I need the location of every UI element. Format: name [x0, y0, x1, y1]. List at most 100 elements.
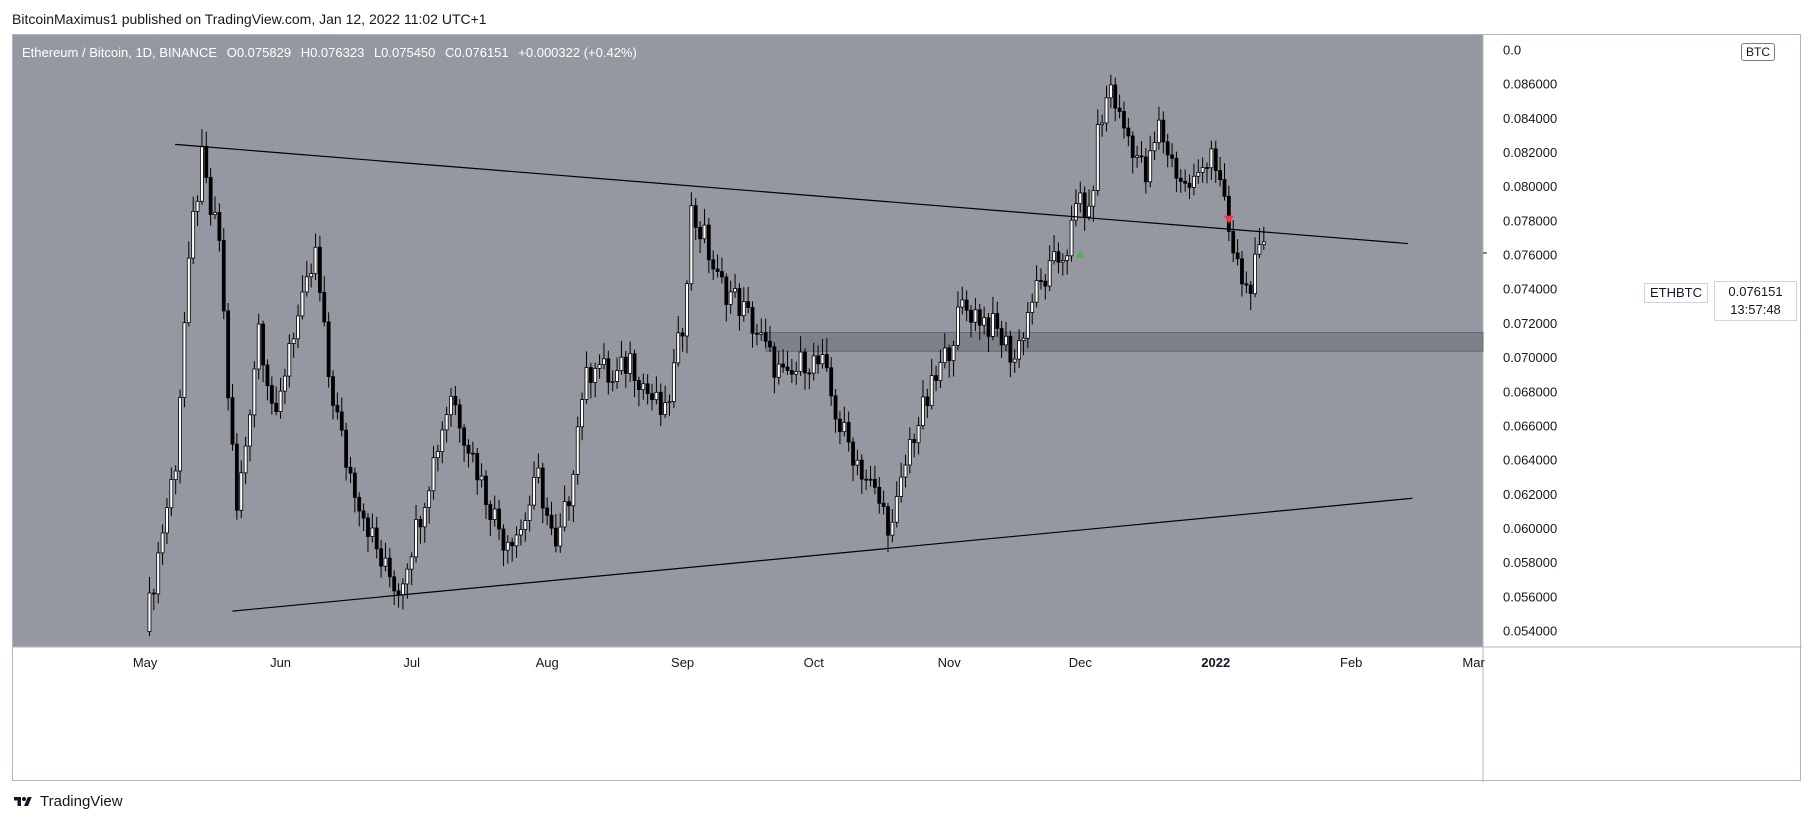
candle	[357, 492, 362, 527]
candle-body	[833, 395, 838, 420]
candle	[706, 217, 711, 274]
candle-body	[1235, 252, 1240, 260]
candle-body	[588, 367, 593, 383]
candle-body	[755, 332, 759, 335]
candle	[942, 333, 947, 369]
price-chart[interactable]: 0.054000 0.056000 0.058000 0.060000 0.062000…	[13, 35, 1802, 782]
candle-body	[1082, 192, 1087, 218]
candle	[693, 198, 698, 241]
candle-body	[422, 507, 427, 528]
candle	[1034, 265, 1039, 308]
candle-body	[798, 351, 803, 372]
candle-body	[261, 323, 265, 366]
candle	[221, 228, 226, 320]
candle	[1056, 242, 1061, 274]
candle	[536, 453, 541, 484]
candle-body	[628, 353, 633, 374]
candle	[925, 388, 930, 419]
publish-caption: BitcoinMaximus1 published on TradingView…	[12, 11, 487, 27]
candle-body	[479, 475, 484, 481]
candle	[969, 304, 973, 338]
candle-body	[645, 383, 650, 395]
candle	[422, 502, 427, 543]
candle	[147, 576, 152, 637]
candle-body	[186, 257, 191, 324]
candle	[291, 332, 296, 358]
candle-body	[182, 322, 187, 398]
candle	[562, 485, 567, 532]
candle	[409, 552, 414, 586]
candle-body	[619, 356, 624, 372]
candle	[383, 542, 388, 572]
candle	[720, 257, 724, 284]
candle	[1082, 186, 1087, 231]
currency-badge[interactable]: BTC	[1741, 43, 1775, 61]
candle-body	[1113, 84, 1118, 109]
candle	[1104, 85, 1109, 132]
candle	[1126, 117, 1131, 147]
candle-body	[1126, 127, 1131, 137]
candle-body	[584, 367, 589, 400]
candle	[1148, 135, 1153, 188]
candle-body	[414, 519, 418, 558]
candle	[855, 449, 860, 476]
tradingview-footer[interactable]: TradingView	[12, 793, 123, 810]
candle	[785, 350, 790, 375]
candle-body	[1078, 192, 1083, 205]
y-tick-label: 0.056000	[1503, 589, 1557, 604]
candle-body	[492, 508, 497, 520]
candle-body	[1143, 156, 1148, 183]
candle-body	[1178, 177, 1183, 182]
candle	[667, 394, 672, 417]
candle-body	[1135, 155, 1139, 158]
open-value: 0.075829	[236, 45, 292, 60]
candle-body	[470, 452, 475, 455]
y-tick-label: 0.064000	[1503, 453, 1557, 468]
candle-body	[995, 313, 1000, 329]
candle-body	[1240, 258, 1244, 285]
candle-body	[300, 291, 305, 317]
chart-frame[interactable]: 0.054000 0.056000 0.058000 0.060000 0.062000…	[12, 34, 1802, 782]
candle-body	[449, 395, 453, 416]
buy-signal-icon	[1076, 249, 1085, 258]
candle	[1209, 140, 1214, 180]
candle-body	[1025, 312, 1030, 339]
candle-body	[1192, 175, 1196, 188]
y-tick-label: 0.070000	[1503, 350, 1557, 365]
candle-body	[151, 592, 156, 595]
candle-body	[265, 364, 270, 386]
candle-body	[226, 310, 231, 399]
candle	[602, 343, 606, 370]
candle-body	[269, 385, 274, 404]
candle	[588, 363, 593, 399]
candle-body	[191, 211, 196, 259]
candle	[990, 296, 995, 341]
candle-body	[763, 332, 768, 342]
candle-body	[527, 504, 532, 521]
candle-body	[287, 343, 292, 377]
candle-body	[309, 273, 314, 278]
candle-body	[956, 306, 960, 346]
candle-body	[789, 370, 794, 375]
candle	[938, 349, 943, 389]
candle	[1174, 151, 1179, 193]
candle-body	[1008, 335, 1013, 363]
last-price-tag: 0.076151 13:57:48	[1714, 281, 1797, 321]
candle	[466, 439, 471, 468]
candle-body	[929, 375, 934, 407]
candle-body	[1218, 170, 1223, 181]
ohlc-legend: Ethereum / Bitcoin, 1D, BINANCE O0.07582…	[22, 45, 637, 60]
candle-body	[846, 422, 851, 443]
candle	[584, 351, 589, 404]
candle	[470, 441, 475, 463]
candle	[1253, 237, 1257, 298]
candle-body	[352, 472, 357, 498]
candle	[1226, 185, 1231, 242]
candle-body	[1069, 219, 1074, 257]
candle-body	[427, 490, 432, 508]
candle	[540, 462, 545, 524]
candle	[1248, 281, 1253, 311]
candle	[475, 447, 480, 495]
candle	[872, 465, 877, 495]
candle	[1192, 163, 1196, 196]
